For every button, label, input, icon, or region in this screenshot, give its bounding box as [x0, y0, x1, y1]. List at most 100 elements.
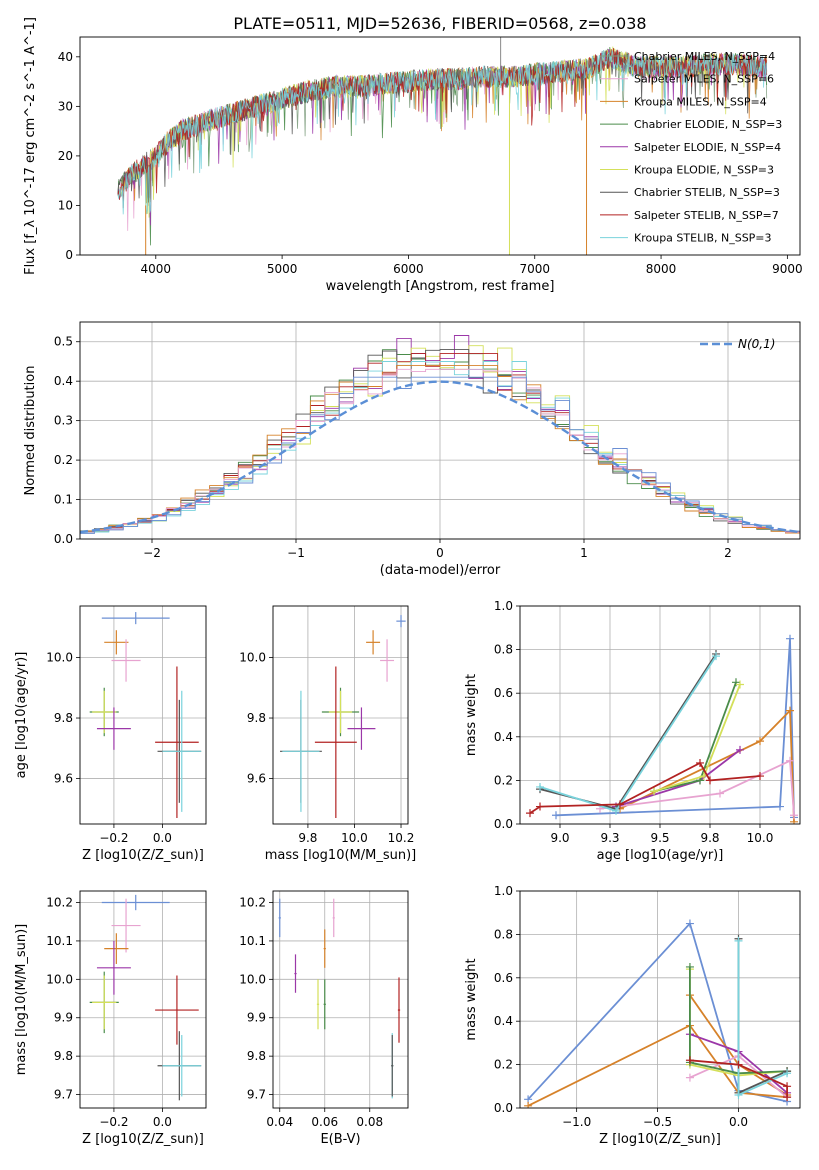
- grid: [273, 891, 408, 1108]
- x-tick-label: 0.06: [311, 1115, 338, 1129]
- legend-label: Salpeter STELIB, N_SSP=7: [634, 209, 779, 222]
- plot-frame: [272, 890, 409, 1109]
- x-tick-label: 10.0: [747, 831, 774, 845]
- y-tick-label: 20: [58, 149, 73, 163]
- y-tick-label: 10.2: [46, 896, 73, 910]
- weight-marker: [716, 789, 724, 798]
- legend-label: Chabrier MILES, N_SSP=4: [634, 50, 775, 63]
- x-tick-label: −1.0: [562, 1115, 591, 1129]
- weight-marker: [783, 1069, 792, 1078]
- y-tick-label: 0.2: [494, 1058, 513, 1072]
- residuals-panel: −2 −1 0 1 2 0.0 0.1 0.2 0.3 0.4 0.5 (data-model)/er…: [23, 321, 801, 578]
- x-axis-label: mass [log10(M/M_sun)]: [265, 848, 417, 863]
- y-tick-label: 0.4: [494, 730, 513, 744]
- y-tick-label: 0.3: [54, 414, 73, 428]
- weight-marker: [524, 1101, 533, 1108]
- x-axis-label: Z [log10(Z/Z_sun)]: [82, 1132, 204, 1147]
- error-bars: [278, 898, 401, 1099]
- x-tick-label: 7000: [519, 262, 550, 276]
- y-tick-label: 0.2: [54, 453, 73, 467]
- weight-marker: [756, 772, 764, 781]
- weight-marker: [756, 737, 764, 746]
- weight-marker: [536, 782, 544, 791]
- y-tick-label: 9.7: [247, 1088, 266, 1102]
- y-tick-label: 9.8: [247, 711, 266, 725]
- x-tick-label: 0.0: [153, 1115, 172, 1129]
- plot-frame: [79, 321, 801, 540]
- weight-series-line: [689, 967, 788, 1075]
- x-tick-label: 2: [724, 546, 732, 560]
- weight-series-line: [653, 684, 741, 793]
- weight-marker: [734, 936, 743, 945]
- x-tick-label: 9.8: [298, 831, 317, 845]
- weight-marker: [736, 680, 744, 689]
- weight-marker: [736, 745, 744, 754]
- spectrum-legend: Chabrier MILES, N_SSP=4 Salpeter MILES, N…: [600, 50, 782, 245]
- y-tick-label: 9.9: [247, 1011, 266, 1025]
- grid: [80, 606, 206, 824]
- weight-marker: [783, 1093, 792, 1102]
- weight-marker: [706, 776, 714, 785]
- grid: [520, 890, 800, 1109]
- figure-title: PLATE=0511, MJD=52636, FIBERID=0568, z=0…: [233, 14, 646, 33]
- x-tick-label: 8000: [646, 262, 677, 276]
- weight-marker: [536, 802, 544, 811]
- y-tick-label: 10.1: [46, 934, 73, 948]
- y-tick-label: 0.6: [494, 971, 513, 985]
- age-vs-metallicity-panel: −0.2 0.0 9.6 9.8 10.0 Z [log10(Z/Z_sun)] age […: [14, 605, 207, 863]
- y-tick-label: 9.8: [54, 1049, 73, 1063]
- ticks: −0.2 0.0 9.6 9.8 10.0: [46, 650, 172, 845]
- plot-frame: [519, 890, 801, 1109]
- legend-label: Kroupa ELODIE, N_SSP=3: [634, 164, 774, 177]
- ticks: 9.8 10.0 10.2 9.6 9.8 10.0: [239, 650, 414, 845]
- y-tick-label: 0: [65, 248, 73, 262]
- y-axis-label: mass weight: [464, 958, 479, 1040]
- spectrum-series-line: [117, 49, 768, 215]
- weight-marker: [685, 1056, 694, 1065]
- y-tick-label: 10.2: [239, 896, 266, 910]
- x-axis-label: E(B-V): [320, 1132, 360, 1147]
- y-tick-label: 0.8: [494, 927, 513, 941]
- y-tick-label: 0.1: [54, 493, 73, 507]
- error-bars: [89, 612, 202, 818]
- x-tick-label: 10.0: [341, 831, 368, 845]
- x-tick-label: 9.3: [600, 831, 619, 845]
- grid: [80, 891, 206, 1108]
- x-axis-label: age [log10(age/yr)]: [597, 848, 724, 863]
- grid: [520, 605, 800, 825]
- grid: [273, 606, 408, 824]
- weight-marker: [712, 652, 720, 661]
- ticks: 9.0 9.3 9.5 9.8 10.0 0.0 0.2 0.4 0.6 0.8 1.0: [494, 599, 773, 845]
- weight-marker: [734, 1090, 743, 1099]
- x-tick-label: 10.2: [388, 831, 415, 845]
- weight-marker: [776, 802, 784, 811]
- weight-marker: [685, 1073, 694, 1082]
- weight-series-line: [619, 708, 795, 822]
- age-vs-mass-panel: 9.8 10.0 10.2 9.6 9.8 10.0 mass [log10(M/M_sun…: [239, 605, 417, 863]
- y-tick-label: 0.4: [494, 1014, 513, 1028]
- x-tick-label: 0.0: [153, 831, 172, 845]
- y-tick-label: 10.0: [46, 650, 73, 664]
- histogram-series: [80, 364, 800, 536]
- weight-lines: [524, 919, 792, 1108]
- ticks: 0.04 0.06 0.08 9.7 9.8 9.9 10.0 10.1 10.2: [239, 896, 383, 1129]
- weight-series-line: [529, 761, 761, 814]
- y-axis-label: mass weight: [464, 674, 479, 756]
- weight-series-line: [689, 1059, 788, 1098]
- x-tick-label: −0.2: [99, 1115, 128, 1129]
- y-tick-label: 0.0: [494, 817, 513, 831]
- y-tick-label: 0.5: [54, 335, 73, 349]
- x-tick-label: 0.04: [266, 1115, 293, 1129]
- plot-frame: [79, 36, 801, 256]
- ticks: −1.0 −0.5 0.0 0.0 0.2 0.4 0.6 0.8 1.0: [494, 884, 748, 1129]
- weight-series-line: [555, 638, 795, 818]
- x-axis-label: Z [log10(Z/Z_sun)]: [82, 848, 204, 863]
- x-axis-label: (data-model)/error: [380, 563, 501, 578]
- error-bars: [89, 894, 202, 1101]
- legend-label: Kroupa MILES, N_SSP=4: [634, 95, 767, 108]
- weight-marker: [616, 800, 624, 809]
- y-tick-label: 40: [58, 50, 73, 64]
- weight-marker: [685, 919, 694, 928]
- y-axis-label: Flux [f_λ 10^-17 erg cm^-2 s^-1 A^-1]: [23, 17, 38, 275]
- weight-marker: [552, 811, 560, 820]
